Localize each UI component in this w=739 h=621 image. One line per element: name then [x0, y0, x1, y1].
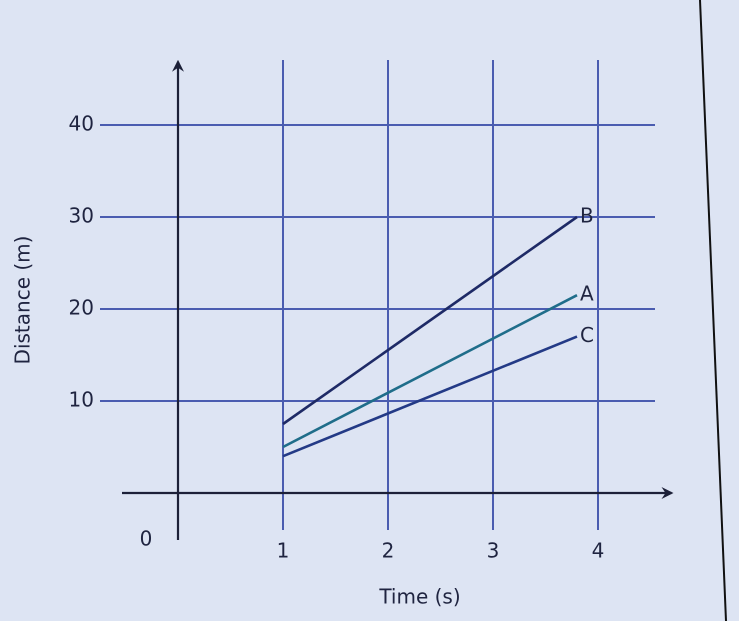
- x-axis-title: Time (s): [378, 585, 460, 609]
- x-tick-label: 4: [592, 539, 605, 563]
- page-edge: [699, 0, 727, 621]
- x-tick-label: 0: [140, 527, 153, 551]
- x-tick-label: 1: [277, 539, 290, 563]
- series-label: A: [580, 282, 594, 306]
- y-tick-label: 30: [69, 204, 94, 228]
- y-tick-label: 20: [69, 296, 94, 320]
- series-label: B: [580, 204, 594, 228]
- data-line: [282, 294, 578, 449]
- data-line: [282, 215, 578, 426]
- x-tick-label: 2: [382, 539, 395, 563]
- x-tick-label: 3: [487, 539, 500, 563]
- y-axis-title: Distance (m): [11, 236, 35, 365]
- y-tick-label: 10: [69, 388, 94, 412]
- y-tick-label: 40: [69, 112, 94, 136]
- data-line: [282, 335, 578, 458]
- series-label: C: [580, 323, 594, 347]
